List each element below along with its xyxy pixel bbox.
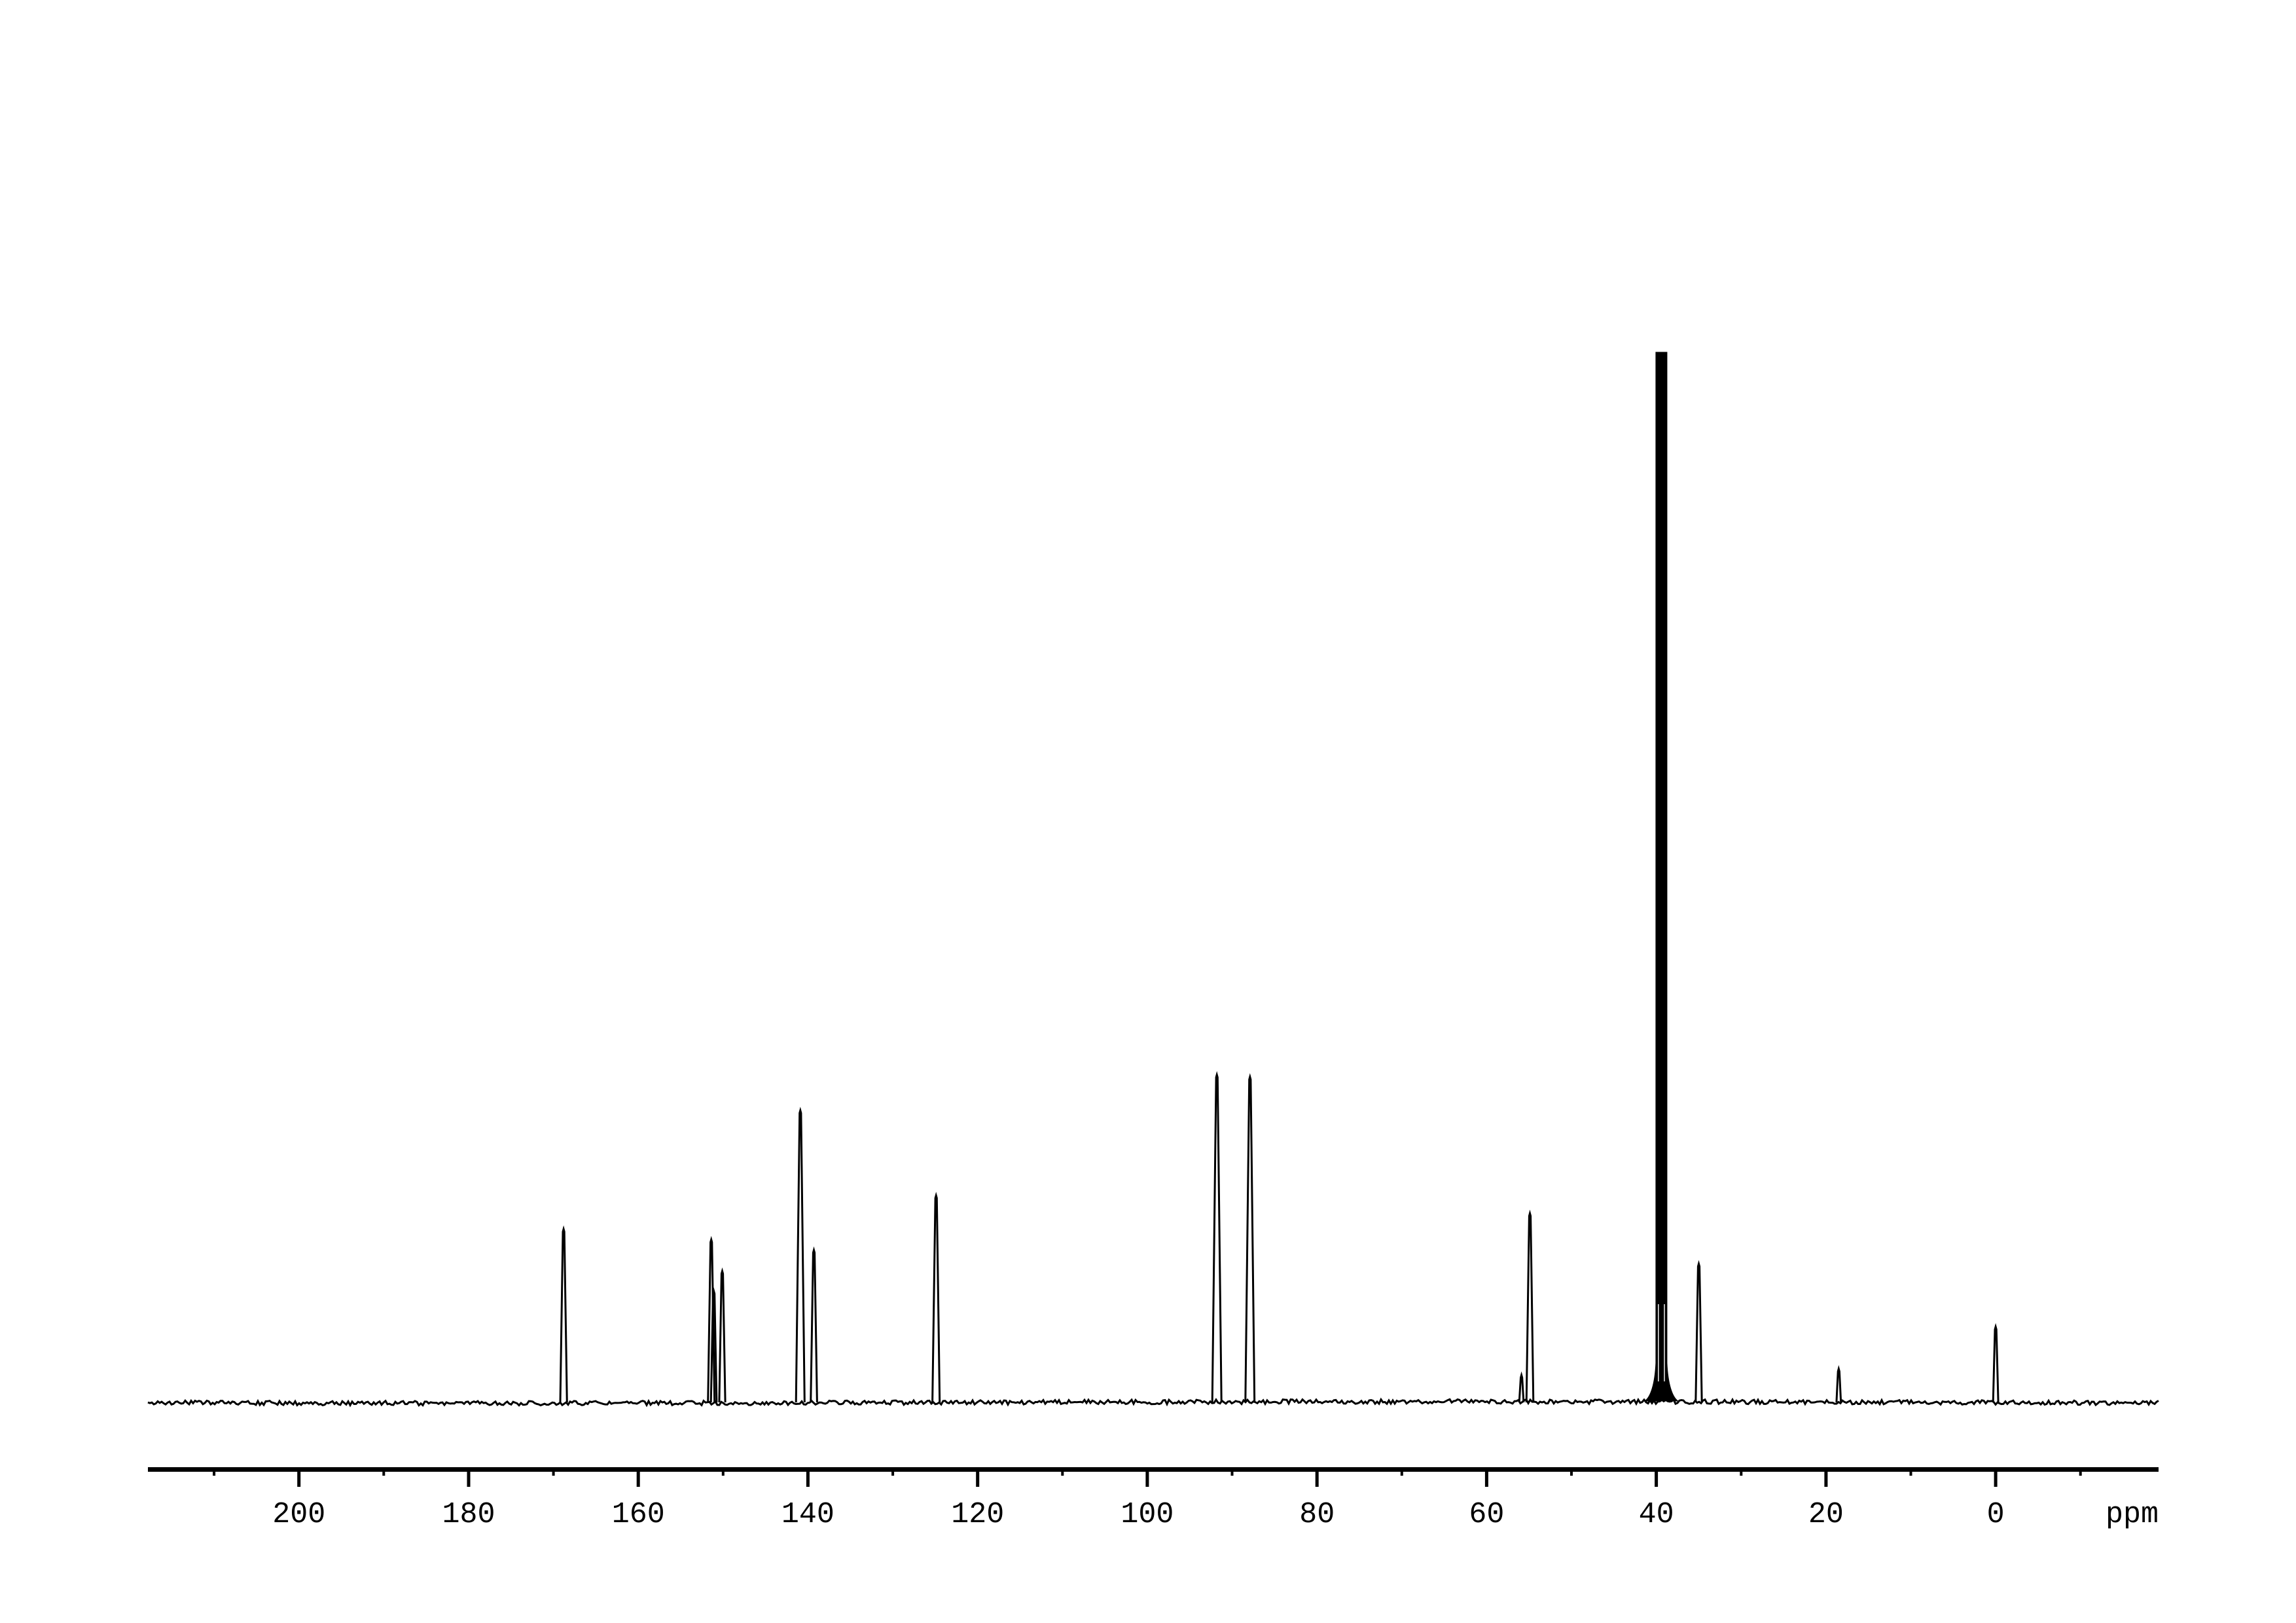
x-axis-tick-major xyxy=(1484,1472,1488,1487)
x-axis-tick-label: 20 xyxy=(1808,1498,1844,1531)
x-axis-tick-major xyxy=(1994,1472,1998,1487)
x-axis-tick-label: 40 xyxy=(1639,1498,1674,1531)
peak-spike xyxy=(931,1192,941,1403)
x-axis-tick-major xyxy=(1145,1472,1149,1487)
peak-spike xyxy=(559,1225,568,1403)
peak-spike xyxy=(1695,1260,1703,1403)
peak-spike xyxy=(810,1246,818,1403)
x-axis-tick-label: 180 xyxy=(442,1498,495,1531)
x-axis-tick-label: 80 xyxy=(1299,1498,1335,1531)
solvent-peak xyxy=(1643,352,1679,1402)
spectrum-baseline-trace xyxy=(147,1397,2159,1408)
x-axis-tick-major xyxy=(1824,1472,1828,1487)
x-axis-line xyxy=(148,1467,2159,1472)
x-axis-tick-minor xyxy=(1230,1472,1234,1476)
x-axis-tick-minor xyxy=(891,1472,895,1476)
x-axis-tick-label: 200 xyxy=(272,1498,325,1531)
spectrum-trace-group xyxy=(147,1397,2159,1408)
peak-spike xyxy=(718,1267,726,1403)
x-axis-tick-minor xyxy=(1061,1472,1064,1476)
x-axis-unit-label: ppm xyxy=(2106,1498,2159,1531)
x-axis-tick-major xyxy=(297,1472,301,1487)
solvent-multiplet-gap xyxy=(1658,1304,1659,1381)
x-axis-tick-minor xyxy=(1909,1472,1912,1476)
x-axis-tick-minor xyxy=(2079,1472,2082,1476)
x-axis-tick-label: 120 xyxy=(951,1498,1004,1531)
peak-spike xyxy=(1518,1371,1525,1403)
x-axis: 200 180 160 140 120 100 80 60 40 20 0 ppm xyxy=(148,1467,2159,1531)
x-axis-tick-major xyxy=(1315,1472,1319,1487)
peak-spike xyxy=(1835,1365,1842,1403)
peak-spike xyxy=(709,1287,718,1403)
peak-spike xyxy=(1992,1322,2000,1403)
x-axis-tick-minor xyxy=(721,1472,725,1476)
x-axis-tick-minor xyxy=(552,1472,555,1476)
x-axis-tick-major xyxy=(1655,1472,1659,1487)
x-axis-tick-major xyxy=(976,1472,980,1487)
x-axis-tick-label: 100 xyxy=(1121,1498,1174,1531)
x-axis-tick-major xyxy=(636,1472,640,1487)
x-axis-tick-minor xyxy=(1570,1472,1573,1476)
x-axis-tick-minor xyxy=(1740,1472,1743,1476)
x-axis-tick-label: 60 xyxy=(1469,1498,1504,1531)
x-axis-tick-minor xyxy=(1400,1472,1403,1476)
x-axis-tick-minor xyxy=(382,1472,386,1476)
x-axis-tick-label: 0 xyxy=(1987,1498,2005,1531)
x-axis-tick-major xyxy=(806,1472,810,1487)
x-axis-tick-minor xyxy=(213,1472,216,1476)
x-axis-tick-label: 140 xyxy=(781,1498,834,1531)
peak-spike xyxy=(1525,1209,1535,1403)
x-axis-tick-major xyxy=(467,1472,471,1487)
x-axis-tick-label: 160 xyxy=(612,1498,665,1531)
peaks-group xyxy=(559,352,2000,1403)
peak-spike xyxy=(1244,1073,1256,1403)
peak-spike xyxy=(1211,1070,1223,1403)
peak-spike xyxy=(795,1106,806,1403)
